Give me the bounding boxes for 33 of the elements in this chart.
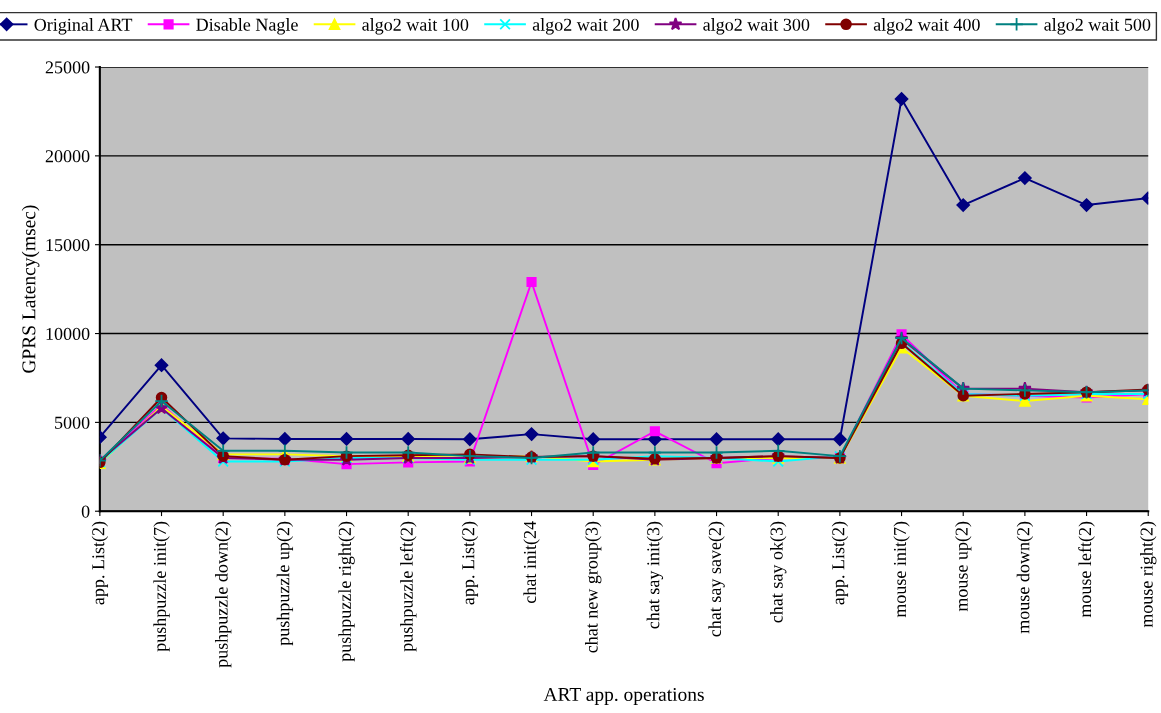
y-tick-label: 10000 bbox=[46, 327, 90, 340]
x-tick-label: app. List(2) bbox=[831, 521, 849, 605]
y-tick-label: 20000 bbox=[45, 150, 90, 163]
x-tick-label: mouse left(2) bbox=[1078, 521, 1095, 618]
x-tick-label: mouse init(7) bbox=[893, 521, 910, 618]
y-tick-label: 5000 bbox=[55, 416, 90, 429]
legend-label: algo2 wait 300 bbox=[703, 18, 810, 35]
y-tick-label: 0 bbox=[81, 505, 90, 518]
x-tick-label: chat say ok(3) bbox=[770, 521, 787, 623]
x-tick-label: mouse down(2) bbox=[1016, 521, 1034, 634]
x-tick-label: mouse up(2) bbox=[955, 521, 972, 612]
y-tick-label: 25000 bbox=[45, 61, 90, 74]
legend-label: algo2 wait 500 bbox=[1044, 18, 1151, 35]
x-tick-label: chat new group(3) bbox=[584, 521, 602, 653]
x-tick-label: pushpuzzle init(7) bbox=[153, 521, 170, 652]
x-axis-title: ART app. operations bbox=[543, 687, 704, 705]
x-tick-label: pushpuzzle up(2) bbox=[276, 521, 294, 646]
legend-label: algo2 wait 400 bbox=[873, 18, 980, 35]
legend-label: algo2 wait 100 bbox=[362, 18, 469, 35]
y-tick-label: 15000 bbox=[46, 238, 90, 252]
x-tick-label: chat init(24 bbox=[523, 521, 540, 603]
x-tick-label: app. List(2) bbox=[91, 521, 109, 605]
x-tick-label: chat say save(2) bbox=[708, 521, 725, 637]
legend-label: Disable Nagle bbox=[196, 18, 298, 35]
x-tick-label: app. List(2) bbox=[461, 521, 479, 605]
x-tick-label: pushpuzzle down(2) bbox=[215, 521, 232, 668]
y-axis-title: GPRS Latency(msec) bbox=[21, 205, 40, 373]
x-tick-label: chat say init(3) bbox=[646, 521, 664, 629]
x-tick-label: mouse right(2) bbox=[1140, 521, 1157, 628]
x-tick-label: pushpuzzle right(2) bbox=[338, 521, 355, 662]
x-tick-label: pushpuzzle left(2) bbox=[399, 521, 417, 652]
legend-label: Original ART bbox=[34, 18, 133, 35]
legend-label: algo2 wait 200 bbox=[532, 18, 639, 35]
